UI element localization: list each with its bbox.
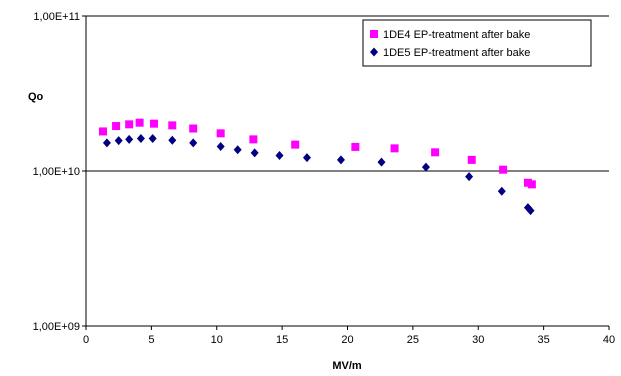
y-tick-label: 1,00E+09 [33,321,80,333]
x-tick-label: 25 [407,334,419,346]
data-point-series-2 [250,148,259,158]
data-point-series-2 [216,141,225,151]
x-tick-label: 10 [211,334,223,346]
x-tick-label: 40 [603,334,615,346]
x-tick-label: 20 [341,334,353,346]
x-tick-label: 0 [83,334,89,346]
data-point-series-1 [390,144,399,153]
y-tick-label: 1,00E+10 [33,166,80,178]
data-point-series-1 [249,135,258,144]
data-point-series-1 [125,120,134,129]
data-point-series-1 [98,127,107,136]
data-point-series-2 [136,134,145,144]
legend-label-1: 1DE4 EP-treatment after bake [383,29,530,41]
data-point-series-1 [499,165,508,174]
data-point-series-2 [148,134,157,144]
data-point-series-1 [149,119,158,128]
data-point-series-1 [112,122,121,131]
data-point-series-2 [189,138,198,148]
data-point-series-2 [377,157,386,167]
y-axis-title: Qo [28,91,44,103]
data-point-series-1 [291,140,300,149]
data-point-series-2 [275,150,284,160]
data-point-series-1 [527,180,536,189]
data-point-series-1 [431,148,440,157]
data-point-series-2 [102,138,111,148]
y-axis-ticks: 1,00E+09 1,00E+10 1,00E+11 [33,11,86,333]
data-point-series-2 [465,172,474,182]
legend-marker-1 [370,30,378,38]
legend: 1DE4 EP-treatment after bake 1DE5 EP-trea… [362,19,592,67]
x-tick-label: 30 [472,334,484,346]
legend-marker-2 [370,47,378,57]
data-points [98,118,536,216]
data-point-series-2 [168,135,177,145]
legend-box [362,19,592,67]
x-axis-title: MV/m [332,360,362,372]
data-point-series-1 [351,142,360,151]
data-point-series-2 [526,206,535,216]
data-point-series-2 [302,153,311,163]
data-point-series-1 [467,155,476,164]
data-point-series-1 [189,124,198,133]
data-point-series-2 [421,162,430,172]
x-tick-label: 15 [276,334,288,346]
x-axis-ticks: 0 5 10 15 20 25 30 35 40 [83,326,615,346]
x-tick-label: 35 [538,334,550,346]
data-point-series-2 [114,136,123,146]
data-point-series-2 [497,186,506,196]
data-point-series-1 [135,118,144,127]
x-tick-label: 5 [148,334,154,346]
data-point-series-2 [125,134,134,144]
y-tick-label: 1,00E+11 [33,11,80,23]
data-point-series-2 [233,145,242,155]
data-point-series-1 [168,121,177,130]
legend-label-2: 1DE5 EP-treatment after bake [383,47,530,59]
data-point-series-2 [336,155,345,165]
data-point-series-1 [216,129,225,138]
